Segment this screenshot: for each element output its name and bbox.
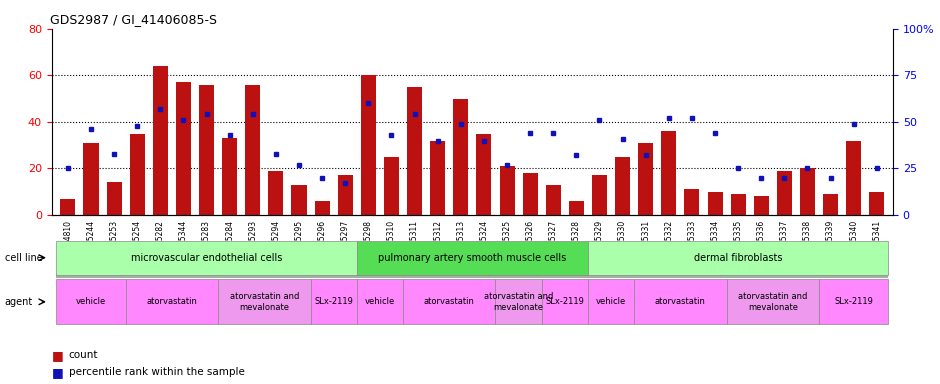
Bar (245, 84, 260, 215)
Bar (638, 143, 653, 215)
Text: atorvastatin: atorvastatin (424, 297, 475, 306)
Bar (84, 143, 99, 215)
Bar (269, 171, 283, 215)
Text: SLx-2119: SLx-2119 (835, 297, 873, 306)
Bar (592, 175, 607, 215)
Bar (870, 192, 885, 215)
Text: atorvastatin and
mevalonate: atorvastatin and mevalonate (484, 292, 554, 311)
Text: SLx-2119: SLx-2119 (545, 297, 585, 306)
Text: atorvastatin and
mevalonate: atorvastatin and mevalonate (738, 292, 807, 311)
Text: SLx-2119: SLx-2119 (314, 297, 353, 306)
Text: atorvastatin: atorvastatin (147, 297, 197, 306)
Text: pulmonary artery smooth muscle cells: pulmonary artery smooth muscle cells (378, 253, 567, 263)
Text: atorvastatin and
mevalonate: atorvastatin and mevalonate (229, 292, 299, 311)
Bar (199, 84, 214, 215)
Text: vehicle: vehicle (365, 297, 395, 306)
Bar (291, 185, 306, 215)
Text: ■: ■ (52, 366, 64, 379)
Bar (222, 138, 237, 215)
Bar (453, 99, 468, 215)
Text: count: count (69, 350, 98, 360)
Bar (846, 141, 861, 215)
Bar (431, 141, 446, 215)
Bar (315, 201, 330, 215)
Bar (708, 192, 723, 215)
Bar (477, 134, 492, 215)
Bar (754, 197, 769, 215)
Bar (130, 134, 145, 215)
Bar (361, 75, 376, 215)
Bar (615, 157, 630, 215)
Bar (523, 173, 538, 215)
Text: percentile rank within the sample: percentile rank within the sample (69, 367, 244, 377)
Text: vehicle: vehicle (596, 297, 626, 306)
Text: cell line: cell line (5, 253, 42, 263)
Text: agent: agent (5, 297, 33, 307)
Text: GDS2987 / GI_41406085-S: GDS2987 / GI_41406085-S (50, 13, 217, 26)
Bar (546, 185, 561, 215)
Text: atorvastatin: atorvastatin (655, 297, 706, 306)
Bar (800, 169, 815, 215)
Bar (407, 87, 422, 215)
Bar (823, 194, 838, 215)
Bar (106, 182, 121, 215)
Bar (684, 189, 699, 215)
Bar (569, 201, 584, 215)
Text: vehicle: vehicle (76, 297, 106, 306)
Bar (337, 175, 352, 215)
Bar (153, 66, 168, 215)
Bar (776, 171, 791, 215)
Bar (499, 166, 514, 215)
Bar (176, 82, 191, 215)
Bar (662, 131, 676, 215)
Text: dermal fibroblasts: dermal fibroblasts (694, 253, 782, 263)
Text: microvascular endothelial cells: microvascular endothelial cells (131, 253, 282, 263)
Bar (730, 194, 745, 215)
Text: ■: ■ (52, 349, 64, 362)
Bar (384, 157, 399, 215)
Bar (60, 199, 75, 215)
